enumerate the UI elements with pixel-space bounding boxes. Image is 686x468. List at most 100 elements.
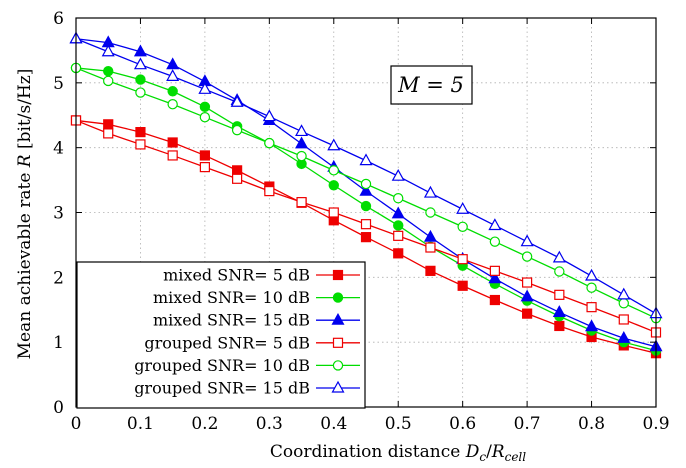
data-point: [522, 277, 533, 288]
data-point: [488, 271, 502, 284]
annotation-box: M = 5: [390, 65, 473, 105]
series-layer: [69, 31, 663, 359]
data-point: [456, 202, 470, 214]
data-point: [586, 302, 597, 313]
legend-entry: mixed SNR= 5 dB: [163, 266, 360, 285]
data-point: [264, 137, 275, 149]
legend-label: grouped SNR= 5 dB: [144, 333, 310, 352]
data-point: [618, 298, 629, 309]
y-tick-label: 2: [53, 268, 64, 288]
data-point: [328, 180, 339, 191]
data-point: [554, 266, 565, 277]
y-axis-label-text: Mean achievable rate: [15, 167, 35, 359]
data-point: [198, 82, 212, 94]
data-point: [617, 287, 631, 300]
data-point: [135, 139, 146, 150]
data-point: [360, 178, 372, 190]
data-point: [296, 150, 307, 162]
data-point: [103, 119, 114, 130]
data-point: [295, 136, 309, 149]
data-point: [135, 74, 146, 85]
data-point: [425, 207, 436, 218]
data-point: [425, 242, 436, 253]
data-point: [489, 294, 500, 306]
x-tick-label: 0.9: [642, 414, 669, 434]
data-point: [199, 162, 210, 173]
data-point: [133, 44, 147, 57]
legend-label: grouped SNR= 15 dB: [134, 379, 310, 398]
legend-entry: grouped SNR= 5 dB: [144, 333, 360, 352]
x-axis-label-slash: /: [486, 442, 492, 462]
data-point: [552, 305, 566, 317]
legend-frame: [76, 261, 366, 409]
y-tick-label: 0: [53, 398, 64, 418]
legend-label: mixed SNR= 15 dB: [153, 311, 310, 330]
data-point: [101, 44, 115, 57]
annotation-text: M = 5: [397, 73, 464, 97]
data-point: [425, 265, 436, 276]
legend-label: mixed SNR= 5 dB: [163, 266, 310, 285]
data-point: [552, 250, 566, 263]
series-5: [70, 62, 662, 324]
legend-label: grouped SNR= 10 dB: [134, 356, 310, 375]
data-point: [520, 234, 534, 247]
x-axis-label-var-r: R: [491, 442, 505, 462]
data-point: [360, 232, 372, 243]
y-tick-label: 6: [53, 9, 64, 29]
data-point: [135, 87, 146, 98]
legend-marker: [332, 269, 344, 281]
legend-marker: [331, 312, 345, 325]
data-point: [166, 57, 180, 70]
y-axis-label-symbol: R: [15, 154, 35, 168]
y-tick-label: 4: [53, 139, 64, 159]
data-point: [103, 65, 114, 77]
legend-marker: [332, 360, 344, 371]
data-point: [103, 75, 114, 87]
data-point: [520, 289, 534, 302]
data-point: [457, 280, 468, 291]
data-point: [393, 220, 404, 231]
data-point: [393, 248, 404, 259]
data-point: [135, 127, 146, 138]
x-axis-label-text: Coordination distance: [270, 442, 466, 462]
annotation-frame: [390, 65, 473, 105]
y-tick-label: 5: [53, 74, 64, 94]
data-point: [199, 150, 210, 161]
data-point: [199, 101, 211, 113]
series-6: [69, 31, 663, 319]
legend-label: mixed SNR= 10 dB: [153, 288, 310, 307]
x-tick-label: 0.3: [256, 414, 283, 434]
x-tick-label: 0.6: [449, 414, 476, 434]
y-tick-label: 1: [53, 333, 64, 353]
legend-marker: [332, 292, 344, 303]
data-point: [359, 153, 373, 166]
data-point: [393, 230, 404, 241]
legend-entry: grouped SNR= 15 dB: [134, 379, 360, 398]
data-point: [618, 314, 629, 325]
data-point: [423, 229, 437, 242]
data-point: [167, 99, 178, 110]
data-point: [232, 173, 243, 184]
data-point: [167, 150, 178, 161]
data-point: [327, 138, 341, 151]
data-point: [423, 185, 437, 198]
data-point: [489, 265, 500, 276]
data-point: [230, 95, 244, 107]
data-point: [328, 165, 339, 176]
data-point: [457, 221, 468, 232]
x-tick-label: 0.2: [191, 414, 218, 434]
x-axis-label-var-d: D: [465, 442, 480, 462]
data-point: [231, 124, 243, 136]
data-point: [360, 200, 372, 212]
y-tick-label: 3: [53, 204, 64, 224]
x-tick-label: 0.1: [127, 414, 154, 434]
data-point: [586, 282, 597, 293]
legend-marker: [332, 337, 344, 348]
data-point: [457, 254, 468, 265]
data-point: [617, 331, 631, 343]
legend-marker: [331, 380, 345, 393]
x-tick-label: 0.4: [320, 414, 347, 434]
data-point: [585, 268, 599, 281]
data-point: [359, 183, 373, 196]
